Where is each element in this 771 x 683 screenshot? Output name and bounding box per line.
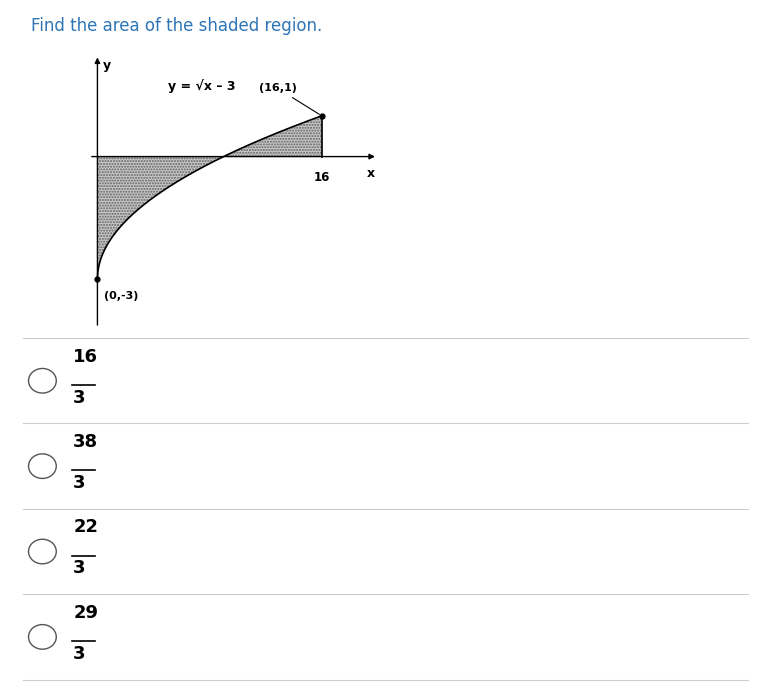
Text: 3: 3 bbox=[73, 559, 86, 578]
Text: 3: 3 bbox=[73, 389, 86, 406]
Text: 3: 3 bbox=[73, 645, 86, 663]
Text: x: x bbox=[367, 167, 375, 180]
Text: 38: 38 bbox=[73, 433, 99, 451]
Text: Find the area of the shaded region.: Find the area of the shaded region. bbox=[31, 17, 322, 35]
Text: 3: 3 bbox=[73, 474, 86, 492]
Text: y: y bbox=[103, 59, 111, 72]
Text: 16: 16 bbox=[314, 171, 330, 184]
Text: (0,-3): (0,-3) bbox=[104, 291, 139, 301]
Text: (16,1): (16,1) bbox=[258, 83, 319, 114]
Text: 16: 16 bbox=[73, 348, 98, 365]
Text: y = √x – 3: y = √x – 3 bbox=[167, 79, 235, 93]
Text: 22: 22 bbox=[73, 518, 98, 537]
Text: 29: 29 bbox=[73, 604, 98, 622]
